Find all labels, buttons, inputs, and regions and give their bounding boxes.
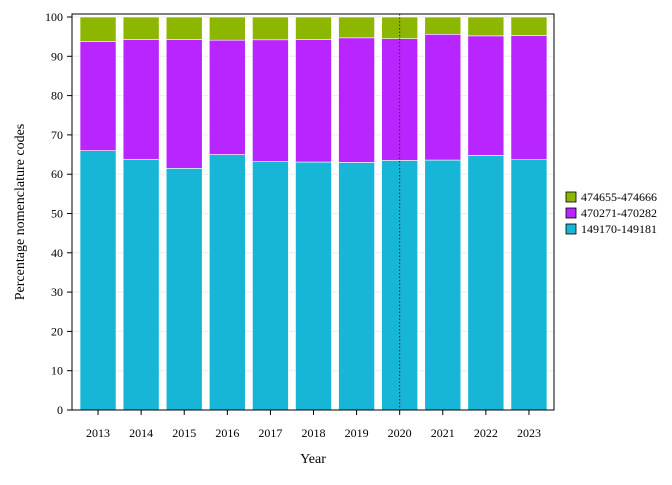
legend-label: 149170-149181	[581, 222, 657, 236]
x-tick-label: 2021	[431, 426, 455, 440]
bar-segment	[381, 160, 418, 411]
bar-segment	[467, 16, 505, 37]
y-tick-label: 10	[51, 364, 63, 378]
y-tick-label: 0	[57, 403, 63, 417]
x-axis: 2013 2014 2015 2016 2017 2018 2019 2020 2021 2022…	[86, 410, 541, 440]
bar-segment	[295, 16, 332, 40]
x-tick-label: 2019	[345, 426, 369, 440]
y-tick-label: 60	[51, 167, 63, 181]
bar-segment	[79, 41, 117, 151]
y-tick-label: 90	[51, 49, 63, 63]
bar-segment	[209, 39, 246, 155]
x-tick-label: 2018	[302, 426, 326, 440]
x-tick-label: 2014	[129, 426, 153, 440]
legend-swatch	[565, 191, 577, 203]
bar-segment	[424, 159, 462, 411]
y-tick-label: 40	[51, 246, 63, 260]
bars-group	[79, 16, 548, 411]
bar-segment	[467, 155, 505, 411]
bar-segment	[79, 150, 117, 411]
bar-segment	[165, 39, 203, 169]
bar-segment	[165, 16, 203, 40]
bar-segment	[295, 161, 332, 411]
bar-segment	[122, 16, 160, 40]
y-tick-label: 80	[51, 89, 63, 103]
x-tick-label: 2022	[474, 426, 498, 440]
bar-segment	[510, 16, 548, 36]
bar-segment	[424, 16, 462, 35]
bar-segment	[209, 16, 246, 41]
y-tick-label: 70	[51, 128, 63, 142]
y-tick-label: 50	[51, 207, 63, 221]
y-tick-label: 100	[45, 10, 63, 24]
y-tick-label: 30	[51, 285, 63, 299]
x-tick-label: 2017	[258, 426, 282, 440]
bar-segment	[338, 37, 375, 163]
bar-segment	[79, 16, 117, 42]
y-tick-label: 20	[51, 324, 63, 338]
bar-segment	[122, 39, 160, 160]
x-tick-label: 2020	[388, 426, 412, 440]
legend: 474655-474666 470271-470282 149170-149181	[565, 190, 657, 236]
bar-segment	[252, 39, 289, 162]
bar-segment	[510, 159, 548, 411]
x-axis-title: Year	[300, 452, 326, 467]
bar-segment	[252, 161, 289, 411]
bar-segment	[424, 33, 462, 161]
bar-segment	[209, 154, 246, 411]
bar-segment	[295, 39, 332, 163]
bar-segment	[510, 35, 548, 160]
bar-segment	[467, 35, 505, 156]
legend-label: 474655-474666	[581, 190, 657, 204]
y-axis-title: Percentage nomenclature codes	[13, 124, 28, 300]
bar-segment	[338, 16, 375, 39]
x-tick-label: 2023	[517, 426, 541, 440]
x-tick-label: 2013	[86, 426, 110, 440]
bar-segment	[252, 16, 289, 41]
bar-segment	[338, 162, 375, 411]
y-axis: 0 10 20 30 40 50 60 70 80 90 100	[45, 10, 72, 417]
x-tick-label: 2015	[172, 426, 196, 440]
bar-segment	[122, 158, 160, 411]
x-tick-label: 2016	[215, 426, 239, 440]
legend-swatch	[565, 223, 577, 235]
legend-swatch	[565, 207, 577, 219]
bar-segment	[165, 168, 203, 411]
legend-label: 470271-470282	[581, 206, 657, 220]
